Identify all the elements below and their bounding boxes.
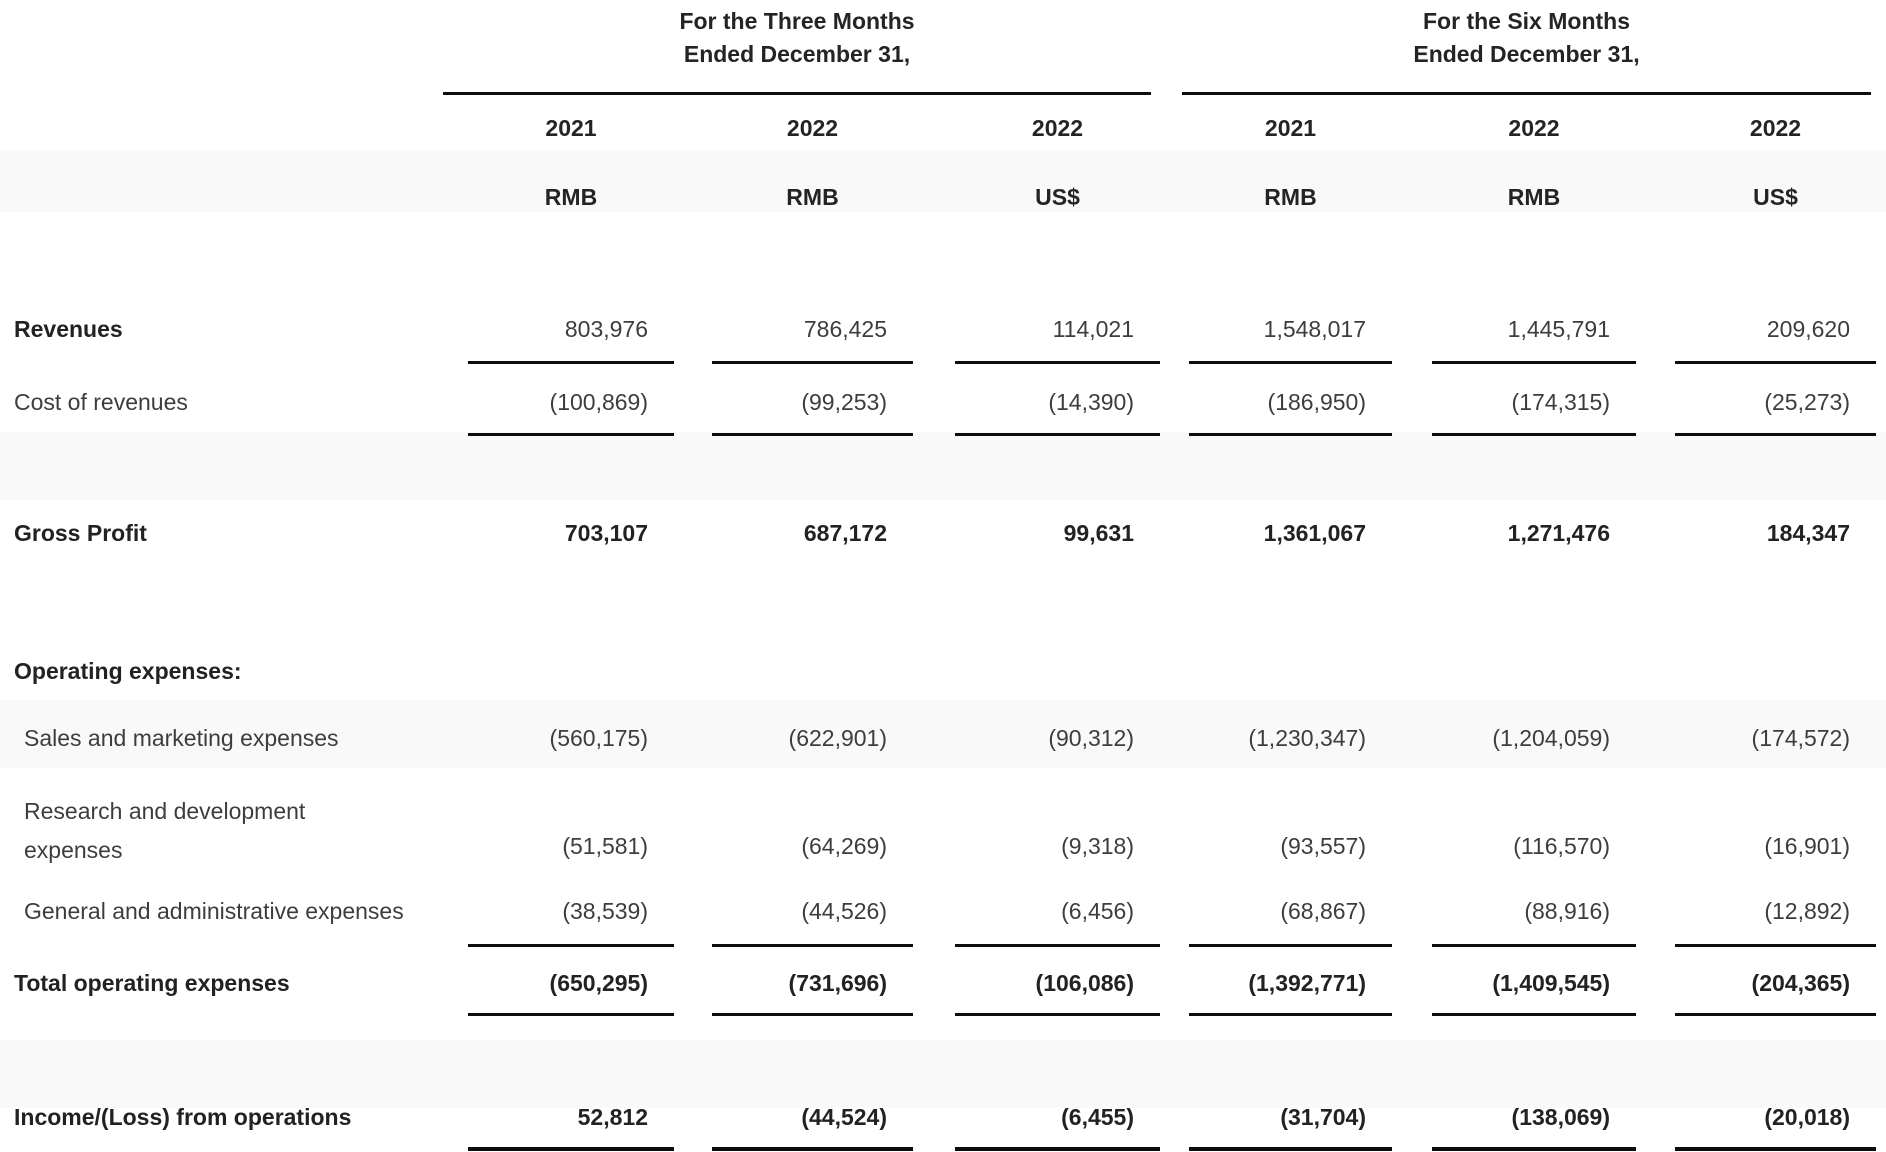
spacer-row — [0, 436, 1886, 507]
cell-value: (44,524) — [712, 1087, 913, 1151]
cell-value: (650,295) — [468, 947, 674, 1016]
cell-value: (174,315) — [1432, 364, 1636, 436]
cell-value: (204,365) — [1675, 947, 1876, 1016]
currency-header-row: RMB RMB US$ RMB RMB US$ — [0, 162, 1886, 232]
row-label: Total operating expenses — [14, 970, 290, 996]
cell-value: 99,631 — [1063, 520, 1134, 546]
year-header: 2021 — [1264, 115, 1317, 141]
cell-value: (1,392,771) — [1189, 947, 1392, 1016]
year-header-row: 2021 2022 2022 2021 2022 2022 — [0, 95, 1886, 162]
cell-value: (64,269) — [801, 833, 887, 859]
cell-value: (93,557) — [1280, 833, 1366, 859]
cell-value: 1,361,067 — [1263, 520, 1366, 546]
cell-value: 803,976 — [468, 307, 674, 364]
cell-value: (622,901) — [788, 725, 887, 751]
cell-value: (1,230,347) — [1248, 725, 1366, 751]
cell-value: (51,581) — [562, 833, 648, 859]
cell-value: (731,696) — [712, 947, 913, 1016]
cell-value: 52,812 — [468, 1087, 674, 1151]
cell-value: (90,312) — [1048, 725, 1134, 751]
row-label: Revenues — [14, 316, 123, 342]
cell-value: (44,526) — [712, 872, 913, 947]
row-label: General and administrative expenses — [24, 898, 404, 924]
group-header-three-months: For the Three Months Ended December 31, — [443, 0, 1151, 95]
cell-value: (138,069) — [1432, 1087, 1636, 1151]
cell-value: 114,021 — [955, 307, 1160, 364]
currency-header: RMB — [544, 183, 598, 210]
cell-value: (1,204,059) — [1492, 725, 1610, 751]
table-row-revenues: Revenues 803,976 786,425 114,021 1,548,0… — [0, 307, 1886, 364]
cell-value: (31,704) — [1189, 1087, 1392, 1151]
currency-header: US$ — [1035, 183, 1080, 210]
row-label-line1: Research and development — [24, 798, 306, 824]
cell-value: 1,445,791 — [1432, 307, 1636, 364]
cell-value: (38,539) — [468, 872, 674, 947]
spacer-row — [0, 232, 1886, 307]
row-label-line2: expenses — [24, 837, 123, 863]
year-header: 2022 — [1031, 115, 1084, 141]
group-header-line2: Ended December 31, — [1413, 41, 1640, 67]
currency-header: US$ — [1753, 183, 1798, 210]
table-row-total-operating-expenses: Total operating expenses (650,295) (731,… — [0, 947, 1886, 1016]
row-label: Sales and marketing expenses — [24, 725, 339, 751]
year-header: 2022 — [786, 115, 839, 141]
year-header: 2022 — [1749, 115, 1802, 141]
cell-value: (16,901) — [1764, 833, 1850, 859]
currency-header: RMB — [786, 183, 839, 210]
row-label: Income/(Loss) from operations — [14, 1104, 352, 1130]
cell-value: (12,892) — [1675, 872, 1876, 947]
year-header: 2021 — [545, 115, 597, 141]
cell-value: (68,867) — [1189, 872, 1392, 947]
cell-value: 184,347 — [1766, 520, 1850, 546]
cell-value: 703,107 — [564, 520, 648, 546]
table-row-sales-marketing: Sales and marketing expenses (560,175) (… — [0, 697, 1886, 777]
group-header-line1: For the Three Months — [679, 8, 915, 34]
currency-header: RMB — [1264, 183, 1317, 210]
table-row-income-loss-from-operations: Income/(Loss) from operations 52,812 (44… — [0, 1087, 1886, 1151]
row-label: Gross Profit — [14, 520, 147, 546]
cell-value: (174,572) — [1751, 725, 1850, 751]
cell-value: 209,620 — [1675, 307, 1876, 364]
cell-value: (186,950) — [1189, 364, 1392, 436]
cell-value: 786,425 — [712, 307, 913, 364]
row-label: Operating expenses: — [14, 658, 242, 684]
cell-value: (560,175) — [549, 725, 648, 751]
cell-value: (25,273) — [1675, 364, 1876, 436]
cell-value: (6,455) — [955, 1087, 1160, 1151]
cell-value: (9,318) — [1061, 833, 1134, 859]
group-header-six-months: For the Six Months Ended December 31, — [1182, 0, 1871, 95]
year-header: 2022 — [1508, 115, 1560, 141]
row-label: Research and development expenses — [0, 777, 443, 870]
cell-value: (20,018) — [1675, 1087, 1876, 1151]
cell-value: 687,172 — [803, 520, 887, 546]
cell-value: (116,570) — [1513, 833, 1610, 859]
cell-value: (88,916) — [1432, 872, 1636, 947]
cell-value: 1,548,017 — [1189, 307, 1392, 364]
table-row-gross-profit: Gross Profit 703,107 687,172 99,631 1,36… — [0, 507, 1886, 562]
cell-value: (106,086) — [955, 947, 1160, 1016]
cell-value: (14,390) — [955, 364, 1160, 436]
period-group-header-row: For the Three Months Ended December 31, … — [0, 0, 1886, 95]
currency-header: RMB — [1507, 183, 1561, 210]
group-header-line2: Ended December 31, — [683, 41, 911, 67]
cell-value: 1,271,476 — [1507, 520, 1610, 546]
row-label: Cost of revenues — [14, 389, 188, 415]
group-header-line1: For the Six Months — [1423, 8, 1630, 34]
table-row-cost-of-revenues: Cost of revenues (100,869) (99,253) (14,… — [0, 364, 1886, 436]
table-row-general-administrative: General and administrative expenses (38,… — [0, 872, 1886, 947]
cell-value: (99,253) — [712, 364, 913, 436]
cell-value: (100,869) — [468, 364, 674, 436]
cell-value: (1,409,545) — [1432, 947, 1636, 1016]
spacer-row — [0, 562, 1886, 647]
cell-value: (6,456) — [955, 872, 1160, 947]
spacer-row — [0, 1016, 1886, 1087]
table-row-operating-expenses-header: Operating expenses: — [0, 647, 1886, 697]
table-row-research-development: Research and development expenses (51,58… — [0, 777, 1886, 872]
